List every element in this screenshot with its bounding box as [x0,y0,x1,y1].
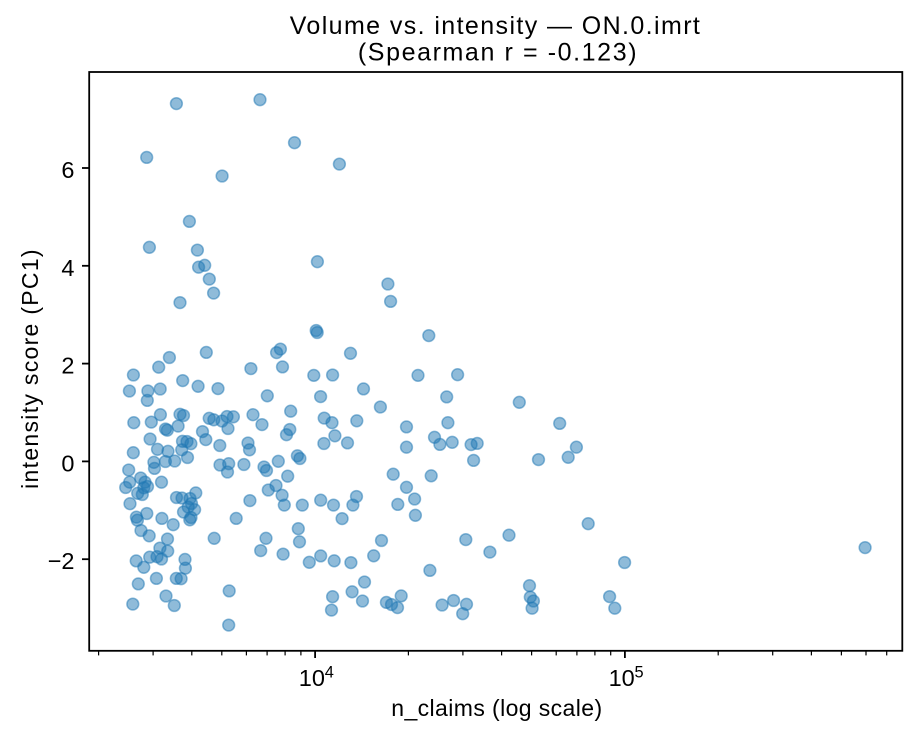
svg-text:(Spearman r = -0.123): (Spearman r = -0.123) [358,38,638,66]
svg-text:intensity score (PC1): intensity score (PC1) [17,248,43,489]
svg-text:Volume vs. intensity — ON.0.im: Volume vs. intensity — ON.0.imrt [290,12,702,40]
svg-text:n_claims (log scale): n_claims (log scale) [391,695,602,721]
svg-text:4: 4 [61,255,74,281]
svg-text:4: 4 [325,663,334,681]
svg-text:10: 10 [609,665,635,691]
svg-text:6: 6 [61,157,74,183]
svg-text:−2: −2 [48,548,75,574]
svg-text:10: 10 [299,665,325,691]
svg-text:0: 0 [61,450,74,476]
svg-text:5: 5 [635,663,644,681]
svg-text:2: 2 [61,353,74,379]
